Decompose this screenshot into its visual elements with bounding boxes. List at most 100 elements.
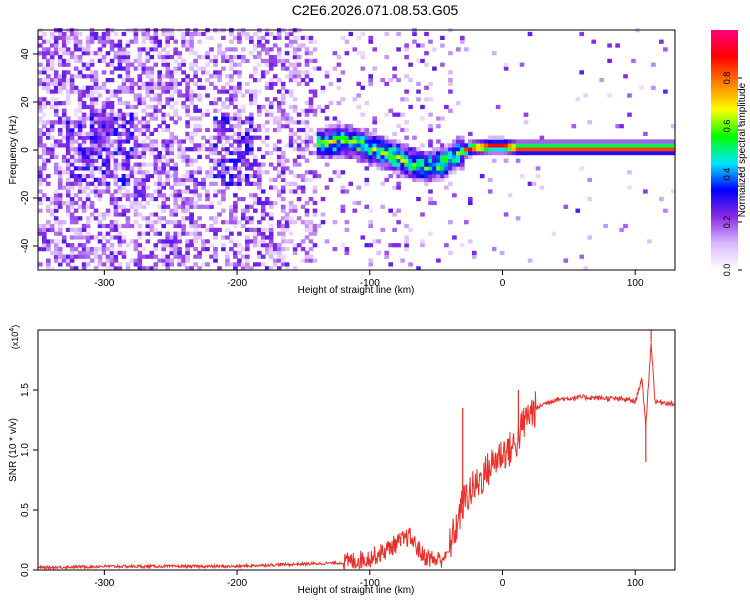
spectrogram-cell (245, 166, 250, 171)
spectrogram-cell (89, 250, 95, 255)
spectrogram-cell (81, 147, 87, 152)
spectrogram-cell (575, 151, 581, 156)
spectrogram-cell (503, 139, 509, 144)
spectrogram-cell (53, 154, 59, 159)
spectrogram-cell (189, 135, 194, 140)
spectrogram-cell (296, 135, 302, 140)
spectrogram-cell (77, 108, 83, 113)
spectrogram-cell (77, 181, 83, 186)
spectrogram-cell (479, 139, 485, 144)
spectrogram-cell (276, 31, 282, 37)
spectrogram-cell (268, 177, 274, 182)
spectrogram-cell (165, 81, 170, 86)
spectrogram-cell (288, 127, 294, 133)
spectrogram-cell (133, 170, 139, 175)
spectrogram-cell (404, 55, 409, 60)
spectrogram-cell (213, 55, 218, 60)
spectrogram-cell (46, 147, 51, 152)
spectrogram-cell (157, 108, 162, 113)
spectrogram-cell (312, 151, 318, 156)
spectrogram-cell (229, 262, 234, 267)
spectrogram-cell (257, 35, 262, 40)
spectrogram-cell (460, 143, 465, 148)
spectrogram-cell (635, 139, 640, 144)
spectrogram-cell (141, 170, 147, 175)
spectrogram-cell (515, 147, 521, 152)
spectrogram-cell (464, 154, 469, 159)
spectrogram-cell (464, 147, 469, 152)
spectrogram-cell (193, 108, 198, 113)
spectrogram-cell (129, 104, 135, 110)
spectrogram-cell (268, 62, 274, 67)
spectrogram-cell (257, 220, 262, 225)
spectrogram-cell (475, 143, 481, 148)
spectrogram-cell (105, 62, 111, 67)
spectrogram-cell (109, 254, 115, 259)
spectrogram-cell (225, 262, 230, 267)
spectrogram-cell (169, 262, 174, 267)
spectrogram-cell (77, 189, 83, 194)
spectrogram-cell (145, 47, 151, 52)
spectrogram-cell (249, 35, 254, 40)
spectrogram-cell (69, 200, 75, 206)
spectrogram-cell (149, 254, 155, 259)
spectrogram-cell (65, 212, 71, 217)
spectrogram-cell (197, 266, 202, 271)
spectrogram-cell (515, 216, 521, 221)
spectrogram-cell (93, 158, 99, 163)
spectrogram-cell (101, 170, 107, 175)
spectrogram-cell (651, 147, 656, 152)
spectrogram-cell (209, 58, 214, 63)
spectrogram-cell (205, 193, 210, 198)
spectrogram-cell (141, 47, 147, 52)
spectrogram-cell (221, 158, 226, 163)
spectrogram-cell (272, 127, 278, 133)
spectrogram-cell (396, 174, 401, 179)
spectrogram-cell (233, 147, 238, 152)
spectrogram-cell (241, 93, 246, 98)
spectrogram-cell (336, 135, 342, 140)
spectrogram-cell (133, 154, 139, 159)
spectrogram-cell (213, 74, 218, 79)
spectrogram-cell (69, 235, 75, 240)
spectrogram-cell (189, 158, 194, 163)
spectrogram-cell (352, 135, 358, 140)
spectrogram-cell (475, 147, 481, 152)
spectrogram-cell (416, 154, 421, 159)
spectrogram-cell (97, 166, 103, 171)
spectrogram-cell (73, 181, 79, 186)
spectrogram-cell (53, 216, 59, 221)
spectrogram-cell (213, 166, 218, 171)
spectrogram-cell (113, 55, 119, 60)
spectrogram-cell (145, 231, 151, 236)
spectrogram-cell (376, 239, 381, 244)
spectrogram-cell (257, 231, 262, 236)
spectrogram-cell (404, 43, 409, 48)
spectrogram-cell (165, 62, 170, 67)
spectrogram-cell (332, 143, 338, 148)
spectrogram-cell (93, 235, 99, 240)
spectrogram-cell (161, 74, 166, 79)
spectrogram-cell (101, 127, 107, 133)
spectrogram-cell (169, 166, 174, 171)
spectrogram-cell (97, 135, 103, 140)
spectrogram-cell (272, 200, 278, 206)
spectrogram-cell (225, 97, 230, 102)
spectrogram-cell (312, 66, 318, 71)
spectrogram-cell (233, 162, 238, 167)
spectrogram-cell (61, 220, 67, 225)
spectrogram-cell (57, 177, 63, 182)
spectrogram-cell (161, 166, 166, 171)
spectrogram-cell (73, 43, 79, 48)
spectrogram-cell (165, 162, 170, 167)
spectrogram-x-tick-label: -300 (94, 278, 114, 289)
spectrogram-cell (579, 70, 584, 75)
spectrogram-cell (77, 174, 83, 179)
spectrogram-cell (316, 104, 322, 110)
spectrogram-cell (129, 147, 135, 152)
spectrogram-cell (452, 170, 457, 175)
spectrogram-cell (125, 58, 131, 63)
spectrogram-cell (416, 89, 421, 94)
spectrogram-cell (77, 197, 83, 202)
spectrogram-cell (428, 166, 433, 171)
